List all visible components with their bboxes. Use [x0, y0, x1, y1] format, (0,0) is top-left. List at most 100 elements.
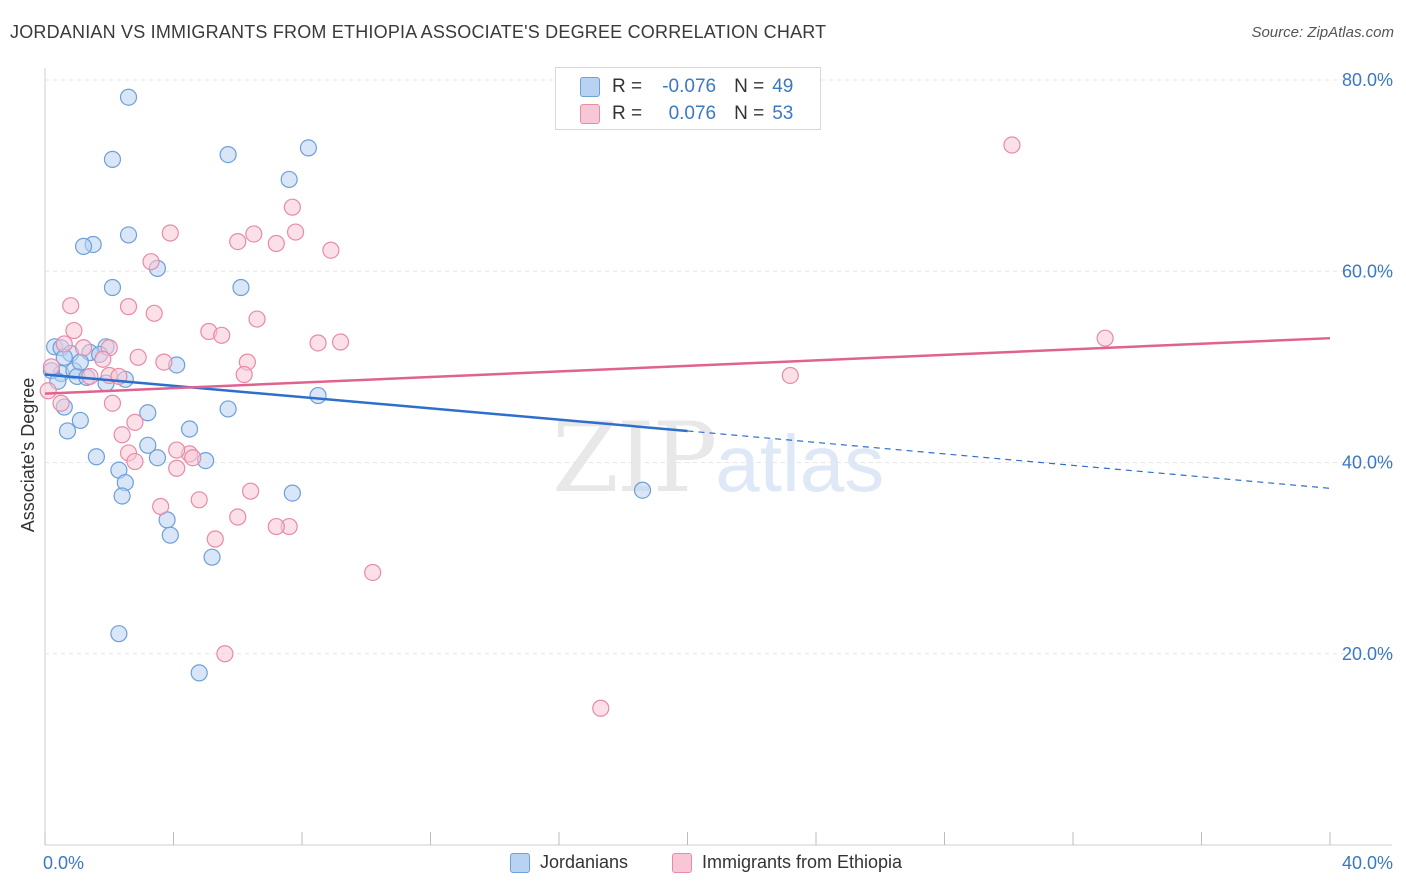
- point-jordanians: [74, 237, 93, 255]
- point-ethiopia: [267, 234, 285, 253]
- trend-line-ethiopia: [44, 336, 1331, 395]
- legend-label: Immigrants from Ethiopia: [702, 852, 903, 872]
- point-ethiopia: [65, 321, 83, 340]
- stats-legend: R = -0.076 N = 49 R = 0.076 N = 53: [555, 67, 821, 130]
- point-jordanians: [299, 139, 318, 157]
- point-ethiopia: [62, 297, 80, 315]
- point-ethiopia: [39, 382, 57, 400]
- point-jordanians: [280, 170, 298, 189]
- point-ethiopia: [190, 491, 208, 509]
- stats-n-value: 53: [772, 103, 794, 124]
- point-ethiopia: [142, 253, 160, 271]
- point-ethiopia: [248, 310, 266, 328]
- point-ethiopia: [229, 508, 247, 526]
- point-jordanians: [71, 411, 89, 430]
- point-jordanians: [119, 88, 138, 106]
- point-ethiopia: [168, 459, 186, 477]
- point-ethiopia: [94, 350, 112, 368]
- point-jordanians: [180, 420, 199, 438]
- point-ethiopia: [213, 326, 231, 344]
- point-ethiopia: [126, 413, 144, 431]
- point-ethiopia: [55, 335, 73, 353]
- source-label: Source: ZipAtlas.com: [1251, 24, 1394, 41]
- legend-swatch-blue: [510, 852, 530, 873]
- y-tick-label: 60.0%: [1342, 261, 1393, 281]
- y-tick-label: 40.0%: [1342, 453, 1393, 473]
- point-jordanians: [232, 278, 250, 297]
- stats-n-label: N =: [734, 103, 765, 124]
- point-ethiopia: [119, 298, 138, 316]
- point-jordanians: [87, 448, 106, 466]
- stats-row-jordanians: R = -0.076 N = 49: [580, 73, 793, 101]
- stats-n-value: 49: [772, 76, 794, 97]
- trend-line-jordanians-dashed: [687, 430, 1331, 489]
- stats-r-value: 0.076: [668, 103, 717, 124]
- point-ethiopia: [1096, 329, 1114, 347]
- point-ethiopia: [74, 339, 93, 357]
- point-ethiopia: [152, 497, 170, 516]
- point-ethiopia: [592, 699, 610, 717]
- stats-r-value: -0.076: [662, 76, 717, 97]
- point-ethiopia: [283, 198, 301, 216]
- y-tick-label: 80.0%: [1342, 70, 1393, 90]
- point-jordanians: [203, 548, 221, 566]
- bottom-legend: Jordanians Immigrants from Ethiopia: [0, 852, 1406, 878]
- point-ethiopia: [161, 224, 179, 242]
- point-ethiopia: [322, 241, 340, 259]
- point-jordanians: [103, 278, 122, 297]
- point-ethiopia: [42, 358, 61, 376]
- point-ethiopia: [206, 530, 224, 548]
- point-jordanians: [633, 481, 652, 499]
- point-ethiopia: [267, 517, 285, 536]
- point-ethiopia: [229, 233, 247, 251]
- point-ethiopia: [52, 394, 70, 412]
- point-jordanians: [113, 487, 131, 505]
- point-ethiopia: [364, 563, 382, 582]
- point-ethiopia: [126, 452, 144, 471]
- point-ethiopia: [286, 223, 305, 241]
- point-jordanians: [283, 484, 301, 502]
- point-ethiopia: [113, 426, 131, 444]
- x-tick-label: 40.0%: [1342, 853, 1393, 873]
- point-ethiopia: [81, 367, 99, 386]
- legend-item-ethiopia[interactable]: Immigrants from Ethiopia: [672, 852, 902, 873]
- point-ethiopia: [235, 365, 253, 384]
- y-axis-label: Associate's Degree: [18, 378, 38, 533]
- point-jordanians: [71, 353, 89, 371]
- point-ethiopia: [245, 225, 263, 243]
- stats-r-label: R =: [612, 76, 643, 97]
- point-jordanians: [161, 526, 179, 544]
- point-jordanians: [119, 226, 138, 244]
- legend-item-jordanians[interactable]: Jordanians: [510, 852, 628, 873]
- point-ethiopia: [168, 441, 186, 459]
- point-ethiopia: [103, 394, 122, 412]
- watermark-atlas: atlas: [715, 419, 885, 508]
- point-jordanians: [190, 664, 208, 682]
- point-ethiopia: [781, 366, 799, 385]
- point-jordanians: [139, 404, 157, 422]
- point-jordanians: [103, 150, 122, 168]
- point-ethiopia: [145, 304, 163, 322]
- point-ethiopia: [309, 334, 327, 352]
- stats-swatch-blue: [580, 77, 600, 97]
- watermark: ZIPatlas: [552, 402, 884, 514]
- stats-r-label: R =: [612, 103, 643, 124]
- legend-label: Jordanians: [540, 852, 629, 872]
- point-ethiopia: [155, 353, 173, 371]
- point-ethiopia: [1003, 136, 1021, 154]
- stats-row-ethiopia: R = 0.076 N = 53: [580, 100, 793, 128]
- stats-n-label: N =: [734, 76, 765, 97]
- point-jordanians: [110, 625, 128, 643]
- point-jordanians: [219, 145, 237, 164]
- x-tick-label: 0.0%: [43, 853, 84, 873]
- chart-title: JORDANIAN VS IMMIGRANTS FROM ETHIOPIA AS…: [10, 22, 827, 42]
- point-jordanians: [139, 436, 157, 454]
- point-jordanians: [58, 422, 77, 440]
- trend-line-jordanians: [44, 373, 688, 433]
- point-jordanians: [219, 400, 237, 418]
- y-tick-label: 20.0%: [1342, 644, 1393, 664]
- point-ethiopia: [242, 482, 260, 500]
- point-ethiopia: [184, 449, 202, 467]
- stats-swatch-pink: [580, 104, 600, 124]
